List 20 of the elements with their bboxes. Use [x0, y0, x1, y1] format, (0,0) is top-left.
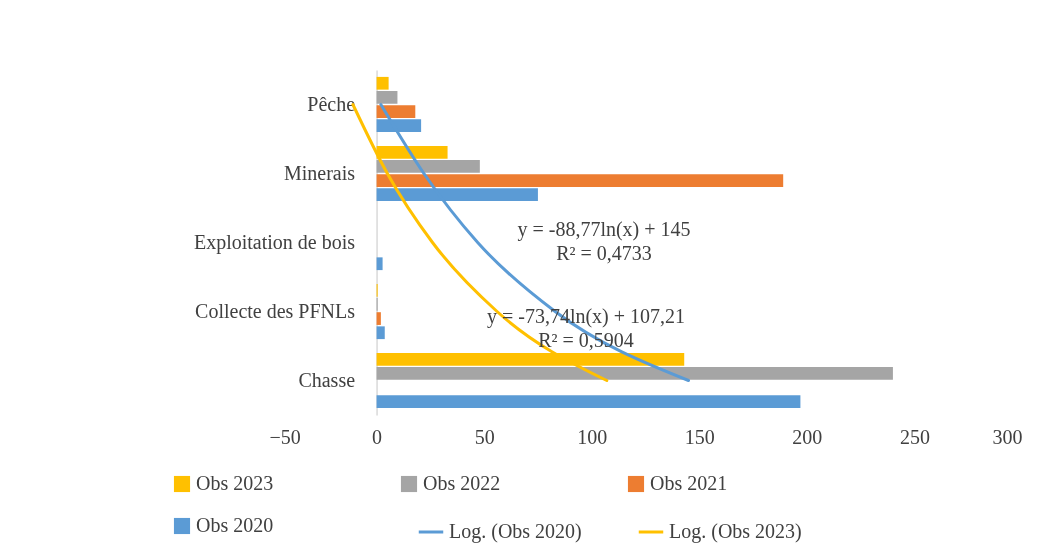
x-tick-label: 150 — [684, 425, 715, 448]
y-tick-label: Exploitation de bois — [193, 230, 356, 254]
x-tick-label: −50 — [269, 425, 301, 448]
x-tick-label: 300 — [992, 425, 1023, 448]
y-tick-label: Collecte des PFNLs — [195, 299, 356, 322]
x-tick-label: 200 — [792, 425, 823, 448]
y-tick-label: Pêche — [307, 92, 356, 115]
x-tick-label: 100 — [577, 425, 608, 448]
x-tick-label: 0 — [372, 425, 383, 448]
legend-label: Obs 2020 — [196, 514, 274, 536]
legend-label: Obs 2023 — [196, 472, 274, 494]
legend-label: Obs 2021 — [650, 472, 728, 494]
annotation: y = -88,77ln(x) + 145 R² = 0,4733 — [517, 218, 691, 264]
y-tick-label: Chasse — [298, 368, 356, 391]
legend-label: Obs 2022 — [423, 472, 501, 494]
y-tick-label: Minerais — [283, 161, 356, 184]
x-tick-label: 250 — [899, 425, 930, 448]
legend-label: Log. (Obs 2020) — [449, 520, 582, 543]
legend-label: Log. (Obs 2023) — [669, 520, 802, 543]
x-tick-label: 50 — [474, 425, 495, 448]
